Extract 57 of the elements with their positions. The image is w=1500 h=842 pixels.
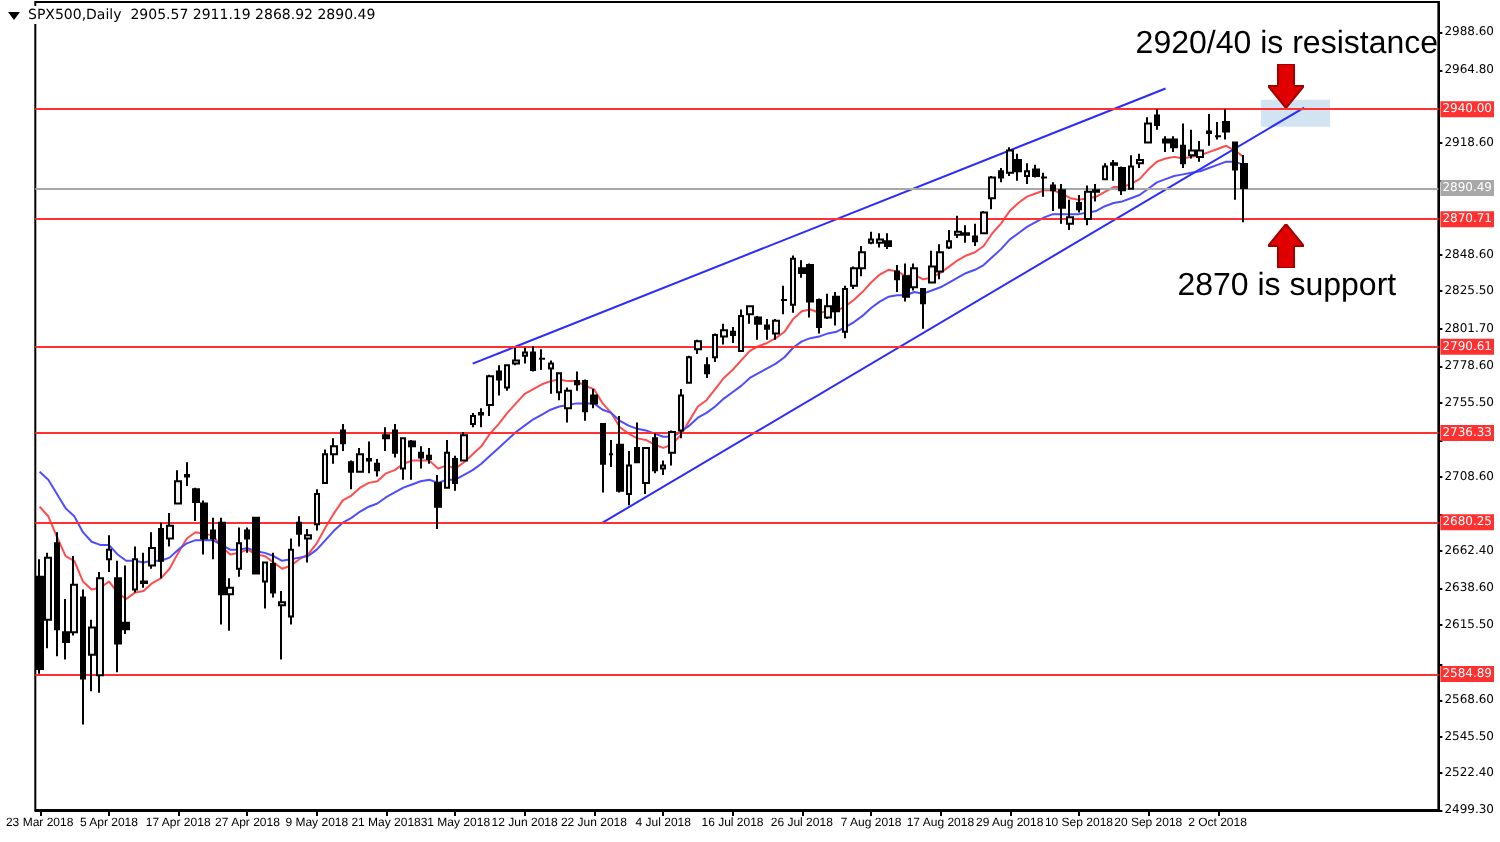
candlestick <box>1040 171 1048 198</box>
candlestick <box>374 458 380 478</box>
candlestick <box>1188 128 1196 160</box>
candlestick <box>988 174 996 211</box>
candlestick <box>962 224 970 244</box>
candlestick <box>218 516 226 626</box>
annotation: 2870 is support <box>1177 269 1398 303</box>
candlestick <box>314 488 320 532</box>
candlestick <box>538 348 546 371</box>
candlestick <box>418 445 424 470</box>
candlestick <box>340 423 346 453</box>
candlestick <box>936 243 944 281</box>
candlestick <box>114 559 122 674</box>
candlestick <box>148 531 156 570</box>
candlestick <box>1144 116 1152 144</box>
candlestick <box>902 262 910 303</box>
candlestick <box>408 438 416 481</box>
annotation: 2920/40 is resistance <box>1135 27 1439 61</box>
candlestick <box>920 287 926 330</box>
candlestick <box>678 388 684 440</box>
candlestick <box>686 354 692 384</box>
candlestick <box>1014 152 1022 182</box>
candlestick <box>876 232 884 249</box>
candlestick <box>96 570 104 694</box>
candlestick <box>954 214 962 239</box>
candlestick <box>946 229 952 251</box>
candlestick <box>884 232 892 251</box>
candlestick <box>382 426 390 453</box>
candlestick <box>1084 184 1092 227</box>
candlestick <box>1206 112 1212 147</box>
candlestick <box>980 209 988 235</box>
candlestick <box>1162 135 1170 154</box>
candlestick <box>1136 152 1144 170</box>
candlestick <box>600 423 606 494</box>
candlestick <box>140 551 148 589</box>
candlestick <box>522 346 528 365</box>
candlestick <box>746 305 754 325</box>
candlestick <box>754 314 762 341</box>
candlestick <box>738 308 744 352</box>
candlestick <box>668 429 676 467</box>
candlestick <box>486 373 494 418</box>
candlestick <box>704 356 710 379</box>
candlestick <box>772 318 780 341</box>
candlestick <box>478 407 484 429</box>
candlestick <box>1006 146 1014 177</box>
candlestick <box>184 461 190 488</box>
candlestick <box>106 534 112 573</box>
candlestick <box>470 411 476 429</box>
candlestick <box>928 249 936 284</box>
candlestick <box>236 526 242 578</box>
candlestick <box>1058 182 1066 225</box>
candlestick <box>694 338 702 356</box>
candlestick <box>1222 108 1230 141</box>
candlestick <box>426 446 432 465</box>
candlestick <box>174 469 182 505</box>
candlestick <box>548 359 554 395</box>
candlestick <box>1110 159 1118 182</box>
